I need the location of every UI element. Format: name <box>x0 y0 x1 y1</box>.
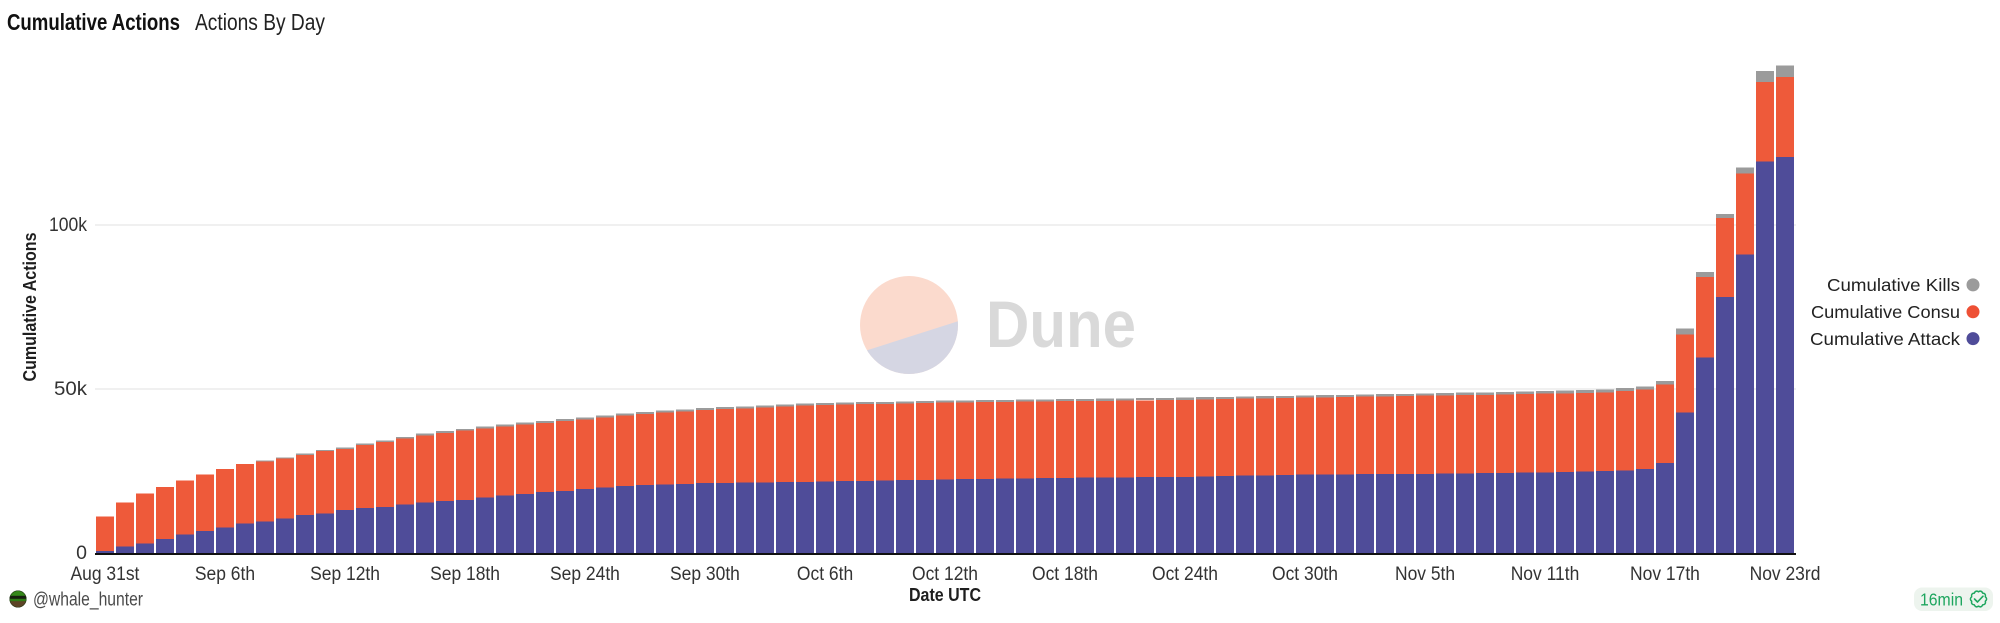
svg-text:Cumulative Actions: Cumulative Actions <box>20 233 40 382</box>
svg-text:Nov 17th: Nov 17th <box>1630 563 1700 585</box>
svg-text:Nov 5th: Nov 5th <box>1395 563 1455 585</box>
svg-text:Date UTC: Date UTC <box>909 584 981 605</box>
svg-text:0: 0 <box>76 542 87 564</box>
svg-text:Aug 31st: Aug 31st <box>71 563 140 585</box>
svg-text:Cumulative Actions: Cumulative Actions <box>7 9 180 35</box>
svg-text:Oct 24th: Oct 24th <box>1152 563 1218 585</box>
svg-text:50k: 50k <box>54 378 87 400</box>
svg-text:Cumulative Kills: Cumulative Kills <box>1827 275 1960 295</box>
svg-text:Nov 11th: Nov 11th <box>1511 563 1580 585</box>
svg-text:16min: 16min <box>1920 590 1963 610</box>
svg-text:Cumulative Consu: Cumulative Consu <box>1811 302 1960 322</box>
svg-text:Oct 18th: Oct 18th <box>1032 563 1098 585</box>
svg-text:Oct 30th: Oct 30th <box>1272 563 1338 585</box>
svg-text:Sep 24th: Sep 24th <box>550 563 620 585</box>
svg-text:Actions By Day: Actions By Day <box>195 9 325 35</box>
svg-text:Sep 6th: Sep 6th <box>195 563 255 585</box>
svg-text:@whale_hunter: @whale_hunter <box>33 590 144 611</box>
svg-text:100k: 100k <box>49 214 87 236</box>
svg-text:Sep 18th: Sep 18th <box>430 563 500 585</box>
svg-text:Oct 12th: Oct 12th <box>912 563 978 585</box>
svg-text:Sep 12th: Sep 12th <box>310 563 380 585</box>
svg-text:Dune: Dune <box>986 287 1136 361</box>
svg-text:Oct 6th: Oct 6th <box>797 563 853 585</box>
svg-text:Cumulative Attack: Cumulative Attack <box>1810 329 1960 349</box>
svg-text:Sep 30th: Sep 30th <box>670 563 740 585</box>
svg-text:Nov 23rd: Nov 23rd <box>1750 563 1821 585</box>
